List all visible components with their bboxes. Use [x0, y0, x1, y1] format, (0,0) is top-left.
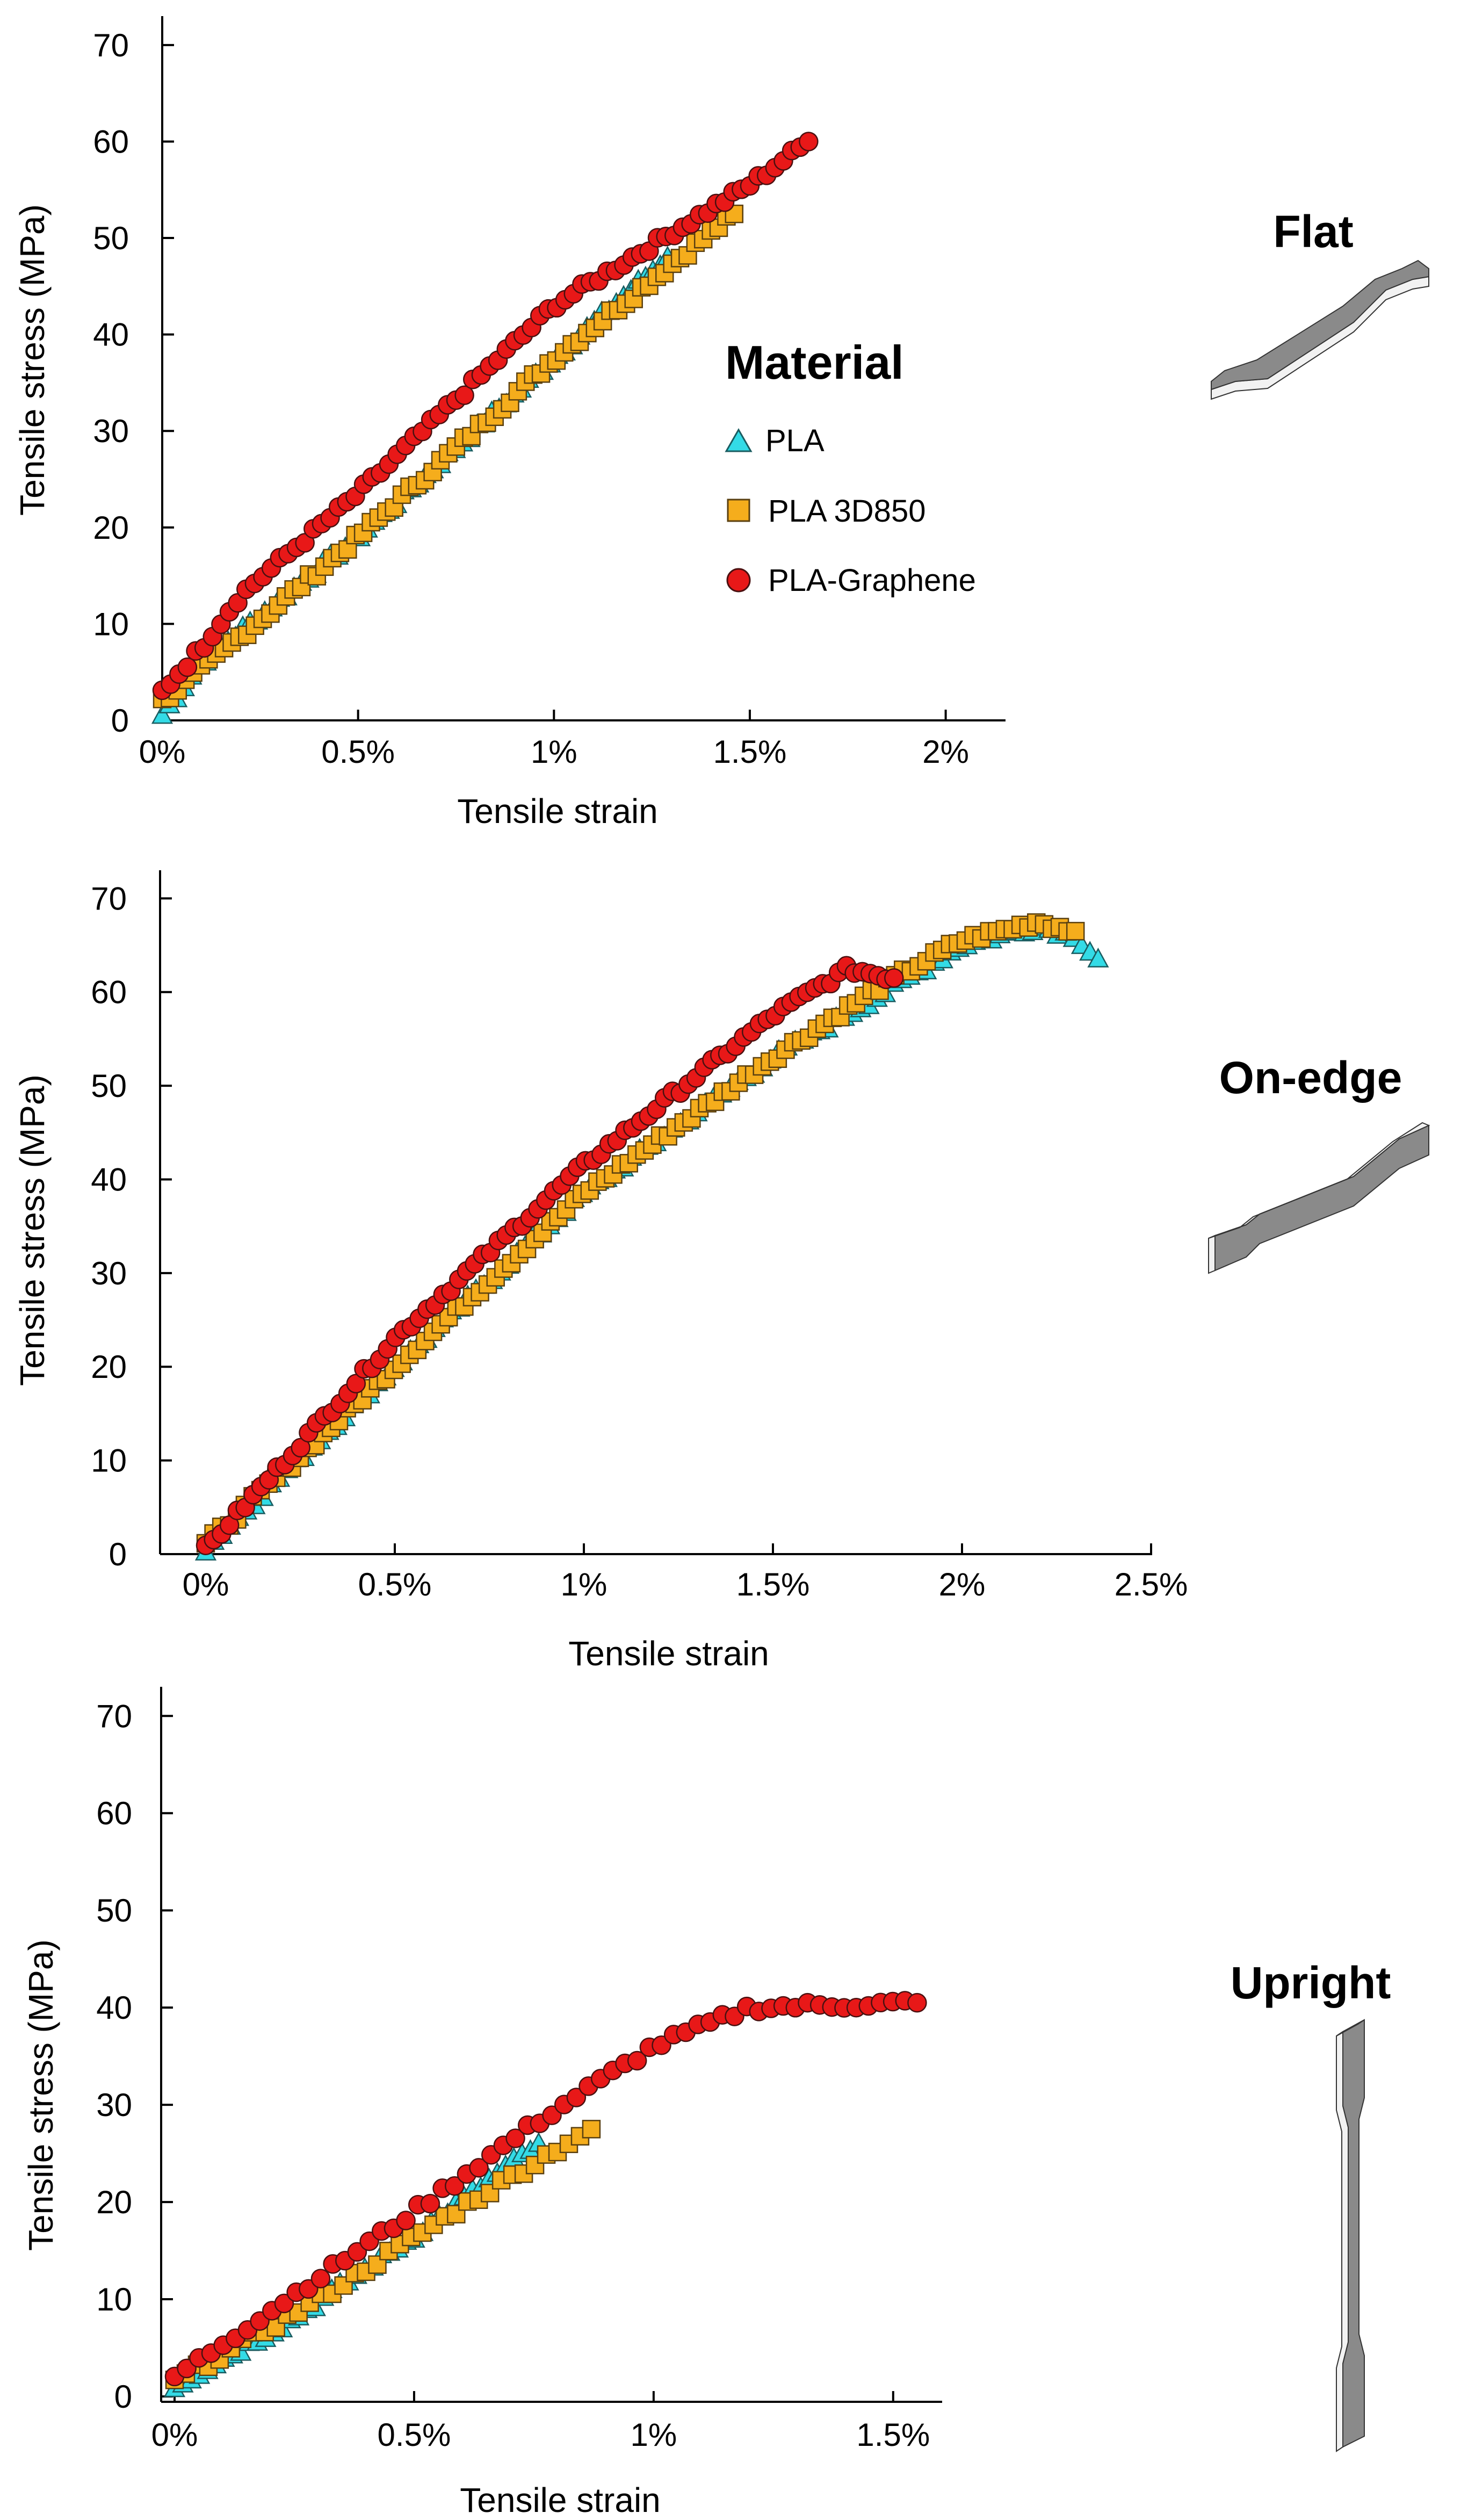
x-tick-label: 2.5% [1115, 1566, 1188, 1602]
legend-label-pla-graphene: PLA-Graphene [768, 563, 976, 598]
series-pla-graphene [152, 132, 819, 701]
chart-panel-flat: 0 10 20 30 40 50 60 70 0% 0.5% 1% 1.5% 2% Tensile st… [13, 16, 1006, 831]
series-pla-3d850 [165, 2120, 601, 2389]
x-tick-label: 0% [183, 1566, 229, 1602]
data-point [334, 2276, 353, 2295]
axes-on-edge: 0 10 20 30 40 50 60 70 0% 0.5% 1% 1.5% 2% 2.5% [91, 870, 1188, 1602]
x-tick-label: 0.5% [378, 2417, 451, 2453]
data-point [582, 2120, 601, 2139]
y-tick-label: 20 [96, 2184, 132, 2220]
x-tick-label: 1.5% [856, 2417, 930, 2453]
orientation-label-flat: Flat [1273, 206, 1353, 257]
data-point [525, 2155, 545, 2175]
y-tick-label: 70 [93, 27, 129, 63]
specimen-flat-illustration [1211, 259, 1429, 400]
plot-area-upright [163, 1991, 927, 2398]
plot-area-on-edge [194, 913, 1109, 1561]
legend-marker-pla [725, 428, 753, 452]
x-tick-label: 2% [939, 1566, 986, 1602]
y-tick-label: 10 [96, 2281, 132, 2317]
legend-marker-pla-3d850 [727, 499, 750, 522]
x-tick-label: 0% [139, 734, 186, 770]
x-tick-label: 0% [151, 2417, 198, 2453]
specimen-on-edge-illustration [1208, 1122, 1430, 1274]
data-point [420, 2193, 440, 2214]
plot-area-flat [151, 132, 819, 724]
chart-panel-on-edge: 0 10 20 30 40 50 60 70 0% 0.5% 1% 1.5% 2% 2.5% Tensil… [13, 870, 1188, 1673]
data-point [566, 2088, 587, 2107]
legend-title: Material [725, 336, 904, 389]
y-tick-label: 60 [96, 1795, 132, 1831]
x-tick-label: 1% [531, 734, 577, 770]
y-tick-label: 40 [96, 1990, 132, 2026]
y-tick-label: 0 [114, 2379, 132, 2415]
y-tick-label: 60 [91, 974, 127, 1010]
series-pla-3d850 [153, 204, 744, 709]
legend: Material PLA PLA 3D850 PLA-Graphene [725, 336, 976, 598]
data-point [1087, 948, 1109, 967]
y-tick-label: 40 [91, 1161, 127, 1197]
data-point [907, 1992, 927, 2013]
y-tick-label: 60 [93, 124, 129, 160]
y-tick-label: 10 [91, 1443, 127, 1479]
y-tick-label: 20 [93, 510, 129, 546]
legend-label-pla: PLA [765, 423, 825, 458]
y-tick-label: 30 [96, 2087, 132, 2123]
data-point [396, 2211, 416, 2230]
data-point [444, 2176, 465, 2196]
data-point [177, 657, 198, 677]
series-pla-3d850 [196, 913, 1085, 1553]
x-tick-label: 0.5% [358, 1566, 432, 1602]
data-point [291, 1438, 310, 1458]
data-point [627, 2050, 647, 2071]
series-pla-graphene [196, 956, 904, 1556]
data-point [454, 385, 474, 405]
x-tick-label: 2% [922, 734, 969, 770]
legend-marker-pla-graphene [726, 568, 751, 593]
data-point [274, 2293, 294, 2314]
data-point [310, 2269, 331, 2288]
specimen-upright-illustration [1336, 2019, 1365, 2452]
x-tick-label: 1% [561, 1566, 608, 1602]
y-tick-label: 50 [91, 1068, 127, 1104]
x-tick-label: 0.5% [321, 734, 395, 770]
y-tick-label: 40 [93, 317, 129, 353]
x-tick-label: 1% [631, 2417, 677, 2453]
data-point [505, 2128, 525, 2148]
data-point [469, 2158, 489, 2178]
data-point [799, 132, 819, 151]
y-axis-label-flat: Tensile stress (MPa) [13, 204, 52, 516]
y-tick-label: 70 [91, 880, 127, 916]
data-point [884, 968, 904, 988]
y-tick-label: 50 [93, 220, 129, 256]
x-axis-label-upright: Tensile strain [460, 2481, 661, 2519]
x-tick-label: 1.5% [736, 1566, 810, 1602]
y-tick-label: 20 [91, 1349, 127, 1385]
orientation-label-on-edge: On-edge [1219, 1052, 1402, 1103]
series-pla [194, 915, 1109, 1561]
y-axis-label-upright: Tensile stress (MPa) [21, 1939, 60, 2251]
y-tick-label: 70 [96, 1698, 132, 1734]
data-point [1066, 922, 1085, 941]
axes-flat: 0 10 20 30 40 50 60 70 0% 0.5% 1% 1.5% 2% [93, 16, 1006, 770]
x-tick-label: 1.5% [713, 734, 787, 770]
orientation-label-upright: Upright [1231, 1958, 1391, 2008]
y-tick-label: 0 [109, 1536, 127, 1572]
y-tick-label: 50 [96, 1893, 132, 1929]
y-tick-label: 30 [91, 1255, 127, 1291]
y-tick-label: 30 [93, 413, 129, 449]
y-axis-label-on-edge: Tensile stress (MPa) [13, 1074, 52, 1386]
x-axis-label-on-edge: Tensile strain [568, 1634, 769, 1673]
series-pla-graphene [164, 1991, 927, 2387]
y-tick-label: 0 [111, 703, 129, 739]
y-tick-label: 10 [93, 606, 129, 642]
legend-label-pla-3d850: PLA 3D850 [768, 494, 925, 529]
chart-panel-upright: 0 10 20 30 40 50 60 70 0% 0.5% 1% 1.5% Tensile stra… [21, 1687, 942, 2519]
data-point [151, 704, 173, 724]
x-axis-label-flat: Tensile strain [457, 792, 658, 831]
